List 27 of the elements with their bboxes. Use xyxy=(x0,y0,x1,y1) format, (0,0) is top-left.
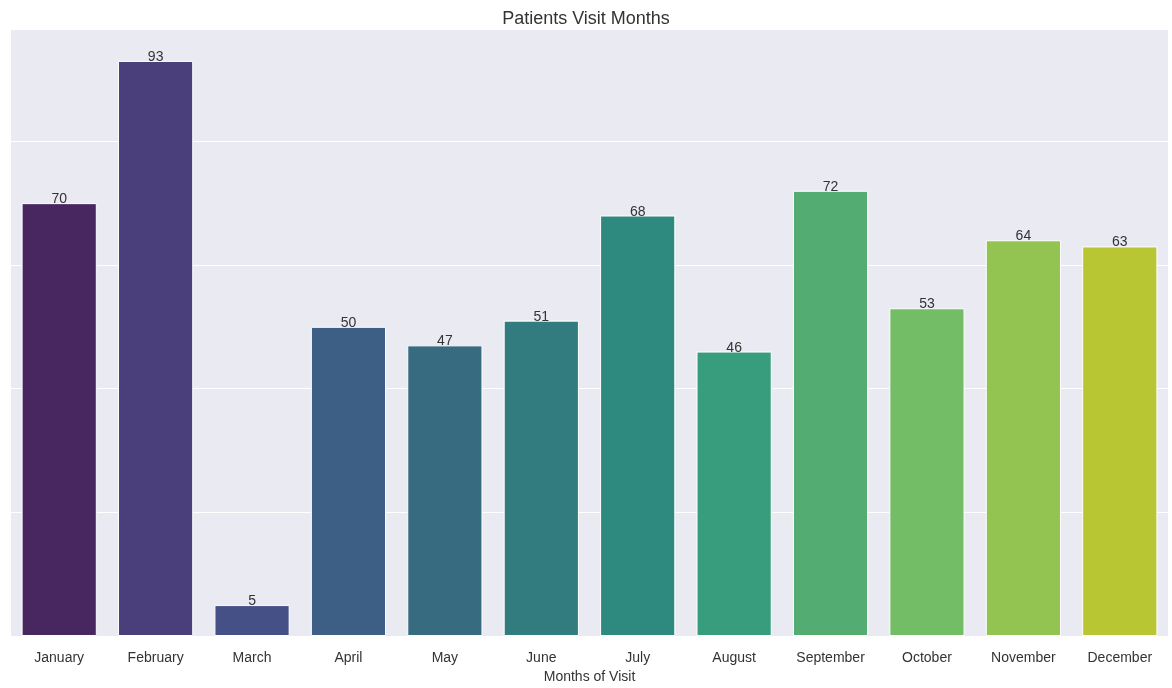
x-tick-label: February xyxy=(127,649,184,665)
data-label: 64 xyxy=(1015,227,1032,244)
data-label: 93 xyxy=(147,47,164,64)
x-tick-label: October xyxy=(902,649,953,665)
x-tick-label: November xyxy=(991,649,1056,665)
x-tick-label: September xyxy=(796,649,866,665)
data-label: 5 xyxy=(248,592,257,609)
data-label: 51 xyxy=(533,307,550,324)
x-axis-title: Months of Visit xyxy=(543,667,636,684)
chart-title: Patients Visit Months xyxy=(502,8,670,28)
data-label: 46 xyxy=(726,338,743,355)
bar xyxy=(214,605,290,636)
x-tick-label: May xyxy=(431,649,459,665)
x-tick-label: June xyxy=(526,649,557,665)
x-tick-label: March xyxy=(232,649,272,665)
data-label: 50 xyxy=(340,313,357,330)
data-label: 63 xyxy=(1112,233,1128,250)
x-tick-label: April xyxy=(334,649,363,665)
data-label: 70 xyxy=(51,190,68,207)
x-tick-label: August xyxy=(712,649,757,665)
data-label: 68 xyxy=(629,202,646,219)
data-label: 47 xyxy=(437,332,453,349)
data-label: 72 xyxy=(822,177,839,194)
x-tick-label: December xyxy=(1087,649,1153,665)
data-label: 53 xyxy=(919,295,935,312)
x-tick-label: January xyxy=(34,649,85,665)
x-tick-label: July xyxy=(625,649,651,665)
